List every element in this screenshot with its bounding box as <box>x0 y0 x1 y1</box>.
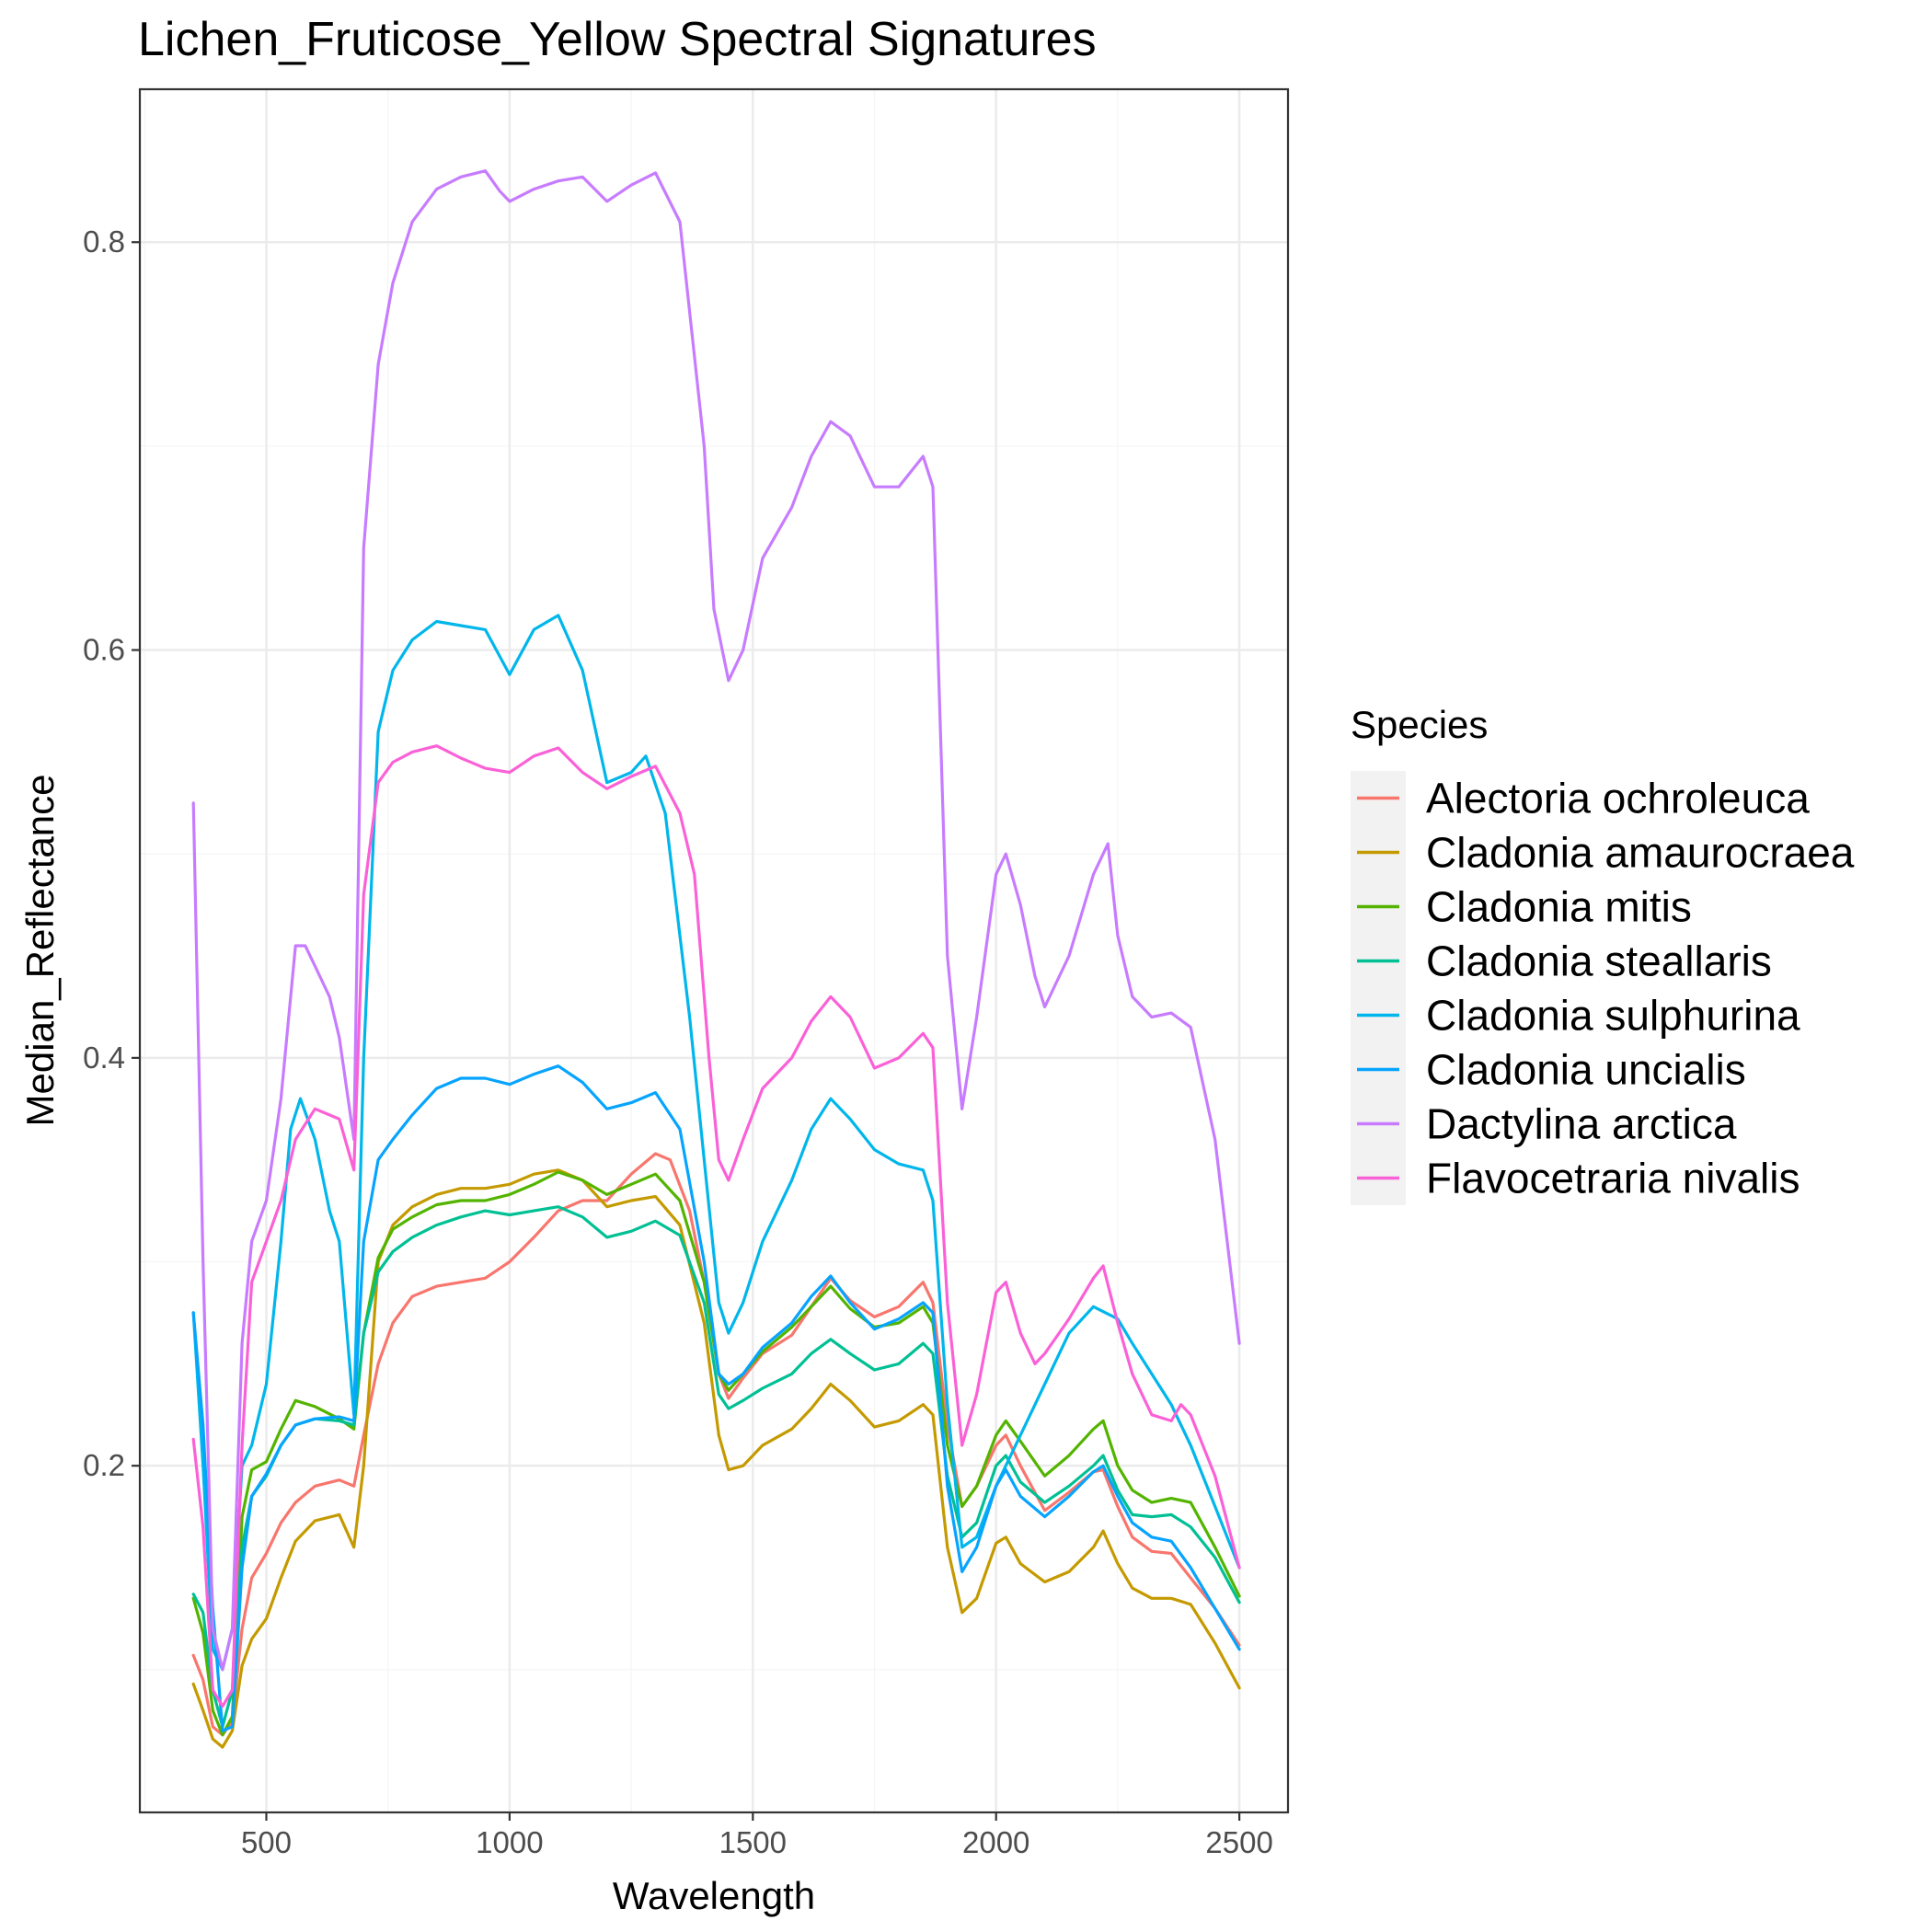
plot-panel <box>140 89 1288 1812</box>
y-tick-label: 0.4 <box>83 1041 125 1075</box>
y-tick-label: 0.6 <box>83 633 125 667</box>
chart-title: Lichen_Fruticose_Yellow Spectral Signatu… <box>138 13 1097 66</box>
legend-label: Cladonia uncialis <box>1426 1046 1746 1094</box>
series-lines <box>191 169 1241 1749</box>
legend-label: Cladonia amaurocraea <box>1426 829 1855 877</box>
x-tick-label: 500 <box>241 1825 292 1859</box>
legend-label: Dactylina arctica <box>1426 1100 1737 1148</box>
x-tick-label: 1500 <box>719 1825 787 1859</box>
series-line-cladonia-uncialis <box>191 1064 1241 1732</box>
legend-label: Cladonia mitis <box>1426 883 1692 931</box>
series-line-cladonia-sulphurina <box>191 614 1241 1672</box>
x-tick-label: 1000 <box>476 1825 543 1859</box>
legend: Species Alectoria ochroleuca Cladonia ama… <box>1351 703 1855 1205</box>
series-line-flavocetraria-nivalis <box>191 744 1241 1708</box>
legend-label: Cladonia sulphurina <box>1426 992 1800 1040</box>
y-tick-label: 0.8 <box>83 224 125 259</box>
y-tick-label: 0.2 <box>83 1448 125 1482</box>
panel-border <box>138 87 1290 1814</box>
legend-items: Alectoria ochroleuca Cladonia amaurocraea… <box>1351 771 1855 1205</box>
legend-key-background <box>1351 771 1406 1205</box>
y-axis-title: Median_Reflectance <box>18 775 62 1127</box>
legend-label: Cladonia steallaris <box>1426 937 1772 985</box>
legend-title: Species <box>1351 703 1488 746</box>
x-axis-title: Wavelength <box>613 1874 815 1917</box>
series-line-dactylina-arctica <box>191 169 1241 1672</box>
axes: 500 1000 1500 2000 2500 0.2 0.4 0.6 0.8 <box>83 224 1273 1859</box>
legend-label: Alectoria ochroleuca <box>1426 775 1810 822</box>
legend-label: Flavocetraria nivalis <box>1426 1155 1800 1202</box>
series-line-cladonia-amaurocraea <box>191 1168 1241 1749</box>
x-tick-label: 2500 <box>1205 1825 1272 1859</box>
grid-lines <box>140 89 1288 1812</box>
x-tick-label: 2000 <box>962 1825 1029 1859</box>
